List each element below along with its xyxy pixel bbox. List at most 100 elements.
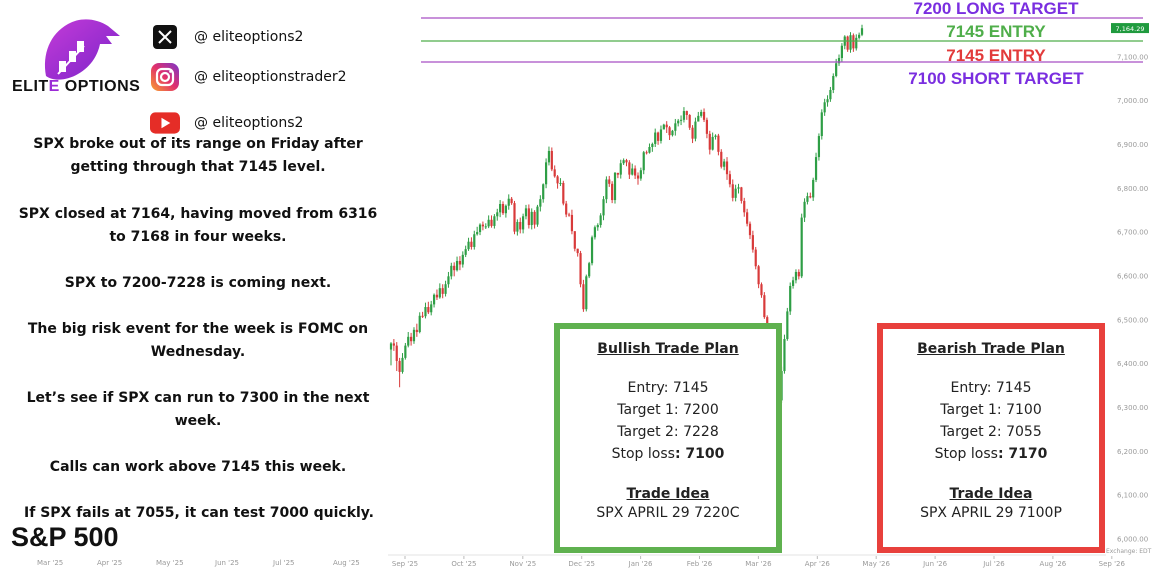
candle-body — [579, 253, 582, 285]
candle-body — [407, 336, 410, 346]
x-tick-label: Sep '26 — [1099, 560, 1126, 568]
bearish-target-2: Target 2: 7055 — [940, 424, 1042, 440]
candle-body — [631, 168, 634, 175]
candle-body — [622, 160, 625, 164]
candle-body — [395, 345, 398, 361]
elite-options-eagle-logo — [44, 19, 121, 80]
candle-body — [662, 124, 665, 130]
candle-body — [757, 266, 760, 285]
candle-body — [734, 188, 737, 198]
candle-body — [852, 35, 855, 49]
commentary-target: SPX to 7200-7228 is coming next. — [64, 275, 332, 291]
candle-body — [634, 168, 637, 176]
social-youtube[interactable]: @ eliteoptions2 — [150, 110, 303, 136]
candle-body — [487, 219, 490, 227]
x-tick-label: Aug '26 — [1040, 560, 1067, 568]
commentary-calls: Calls can work above 7145 this week. — [49, 459, 347, 475]
candle-body — [524, 208, 528, 217]
candle-body — [786, 311, 789, 340]
last-price-label: 7,164.29 — [1116, 25, 1145, 33]
y-tick-label: 6,300.00 — [1117, 404, 1148, 412]
candle-body — [705, 119, 709, 134]
x-icon — [150, 24, 180, 50]
candle-body — [702, 111, 706, 120]
candle-body — [441, 288, 444, 294]
candle-body — [717, 135, 720, 152]
candle-body — [467, 241, 470, 250]
y-tick-label: 6,000.00 — [1117, 536, 1148, 544]
candle-body — [674, 123, 677, 131]
candle-body — [392, 343, 395, 346]
candle-body — [679, 119, 683, 121]
candle-body — [476, 232, 479, 235]
mini-axis-label: Jul '25 — [273, 559, 295, 567]
level-label: 7145 ENTRY — [946, 22, 1046, 41]
social-x[interactable]: @ eliteoptions2 — [150, 24, 303, 50]
candle-body — [599, 215, 602, 226]
candle-body — [688, 115, 691, 128]
x-tick-label: Dec '25 — [568, 560, 595, 568]
candle-body — [461, 254, 464, 265]
candle-body — [855, 37, 858, 49]
candle-body — [588, 263, 591, 277]
candle-body — [817, 136, 821, 158]
y-tick-label: 6,400.00 — [1117, 360, 1148, 368]
candle-body — [711, 136, 714, 150]
candle-body — [812, 179, 815, 198]
candle-body — [708, 133, 711, 150]
candle-body — [490, 219, 493, 226]
y-tick-label: 6,600.00 — [1117, 272, 1148, 280]
candle-body — [398, 360, 401, 372]
candle-body — [447, 276, 450, 285]
candle-body — [677, 120, 680, 124]
x-tick-label: Jan '26 — [628, 560, 653, 568]
candle-body — [791, 280, 795, 286]
mini-axis-label: Jun '25 — [215, 559, 239, 567]
candle-body — [858, 34, 861, 38]
candle-body — [820, 112, 823, 137]
candle-body — [685, 111, 688, 116]
x-tick-label: Oct '25 — [451, 560, 476, 568]
candle-body — [501, 204, 505, 214]
candle-body — [809, 196, 812, 198]
last-price-tag — [1111, 23, 1149, 34]
candle-body — [519, 221, 522, 230]
candle-body — [656, 132, 660, 141]
candle-body — [835, 63, 838, 76]
candle-body — [401, 357, 404, 372]
candle-body — [585, 276, 588, 310]
candle-body — [694, 121, 697, 139]
candle-body — [547, 150, 551, 163]
candle-body — [590, 237, 594, 264]
candle-body — [648, 147, 651, 153]
candle-body — [826, 99, 829, 103]
brand-name: ELITE OPTIONS — [12, 78, 141, 95]
x-tick-label: Jul '26 — [982, 560, 1005, 568]
y-tick-label: 6,800.00 — [1117, 185, 1148, 193]
bullish-entry: Entry: 7145 — [627, 380, 709, 396]
candle-body — [573, 231, 576, 249]
social-instagram[interactable]: @ eliteoptionstrader2 — [150, 63, 347, 91]
candle-body — [636, 175, 640, 179]
candle-body — [464, 249, 467, 255]
x-tick-label: Sep '25 — [392, 560, 418, 568]
candle-body — [849, 35, 852, 50]
candle-body — [453, 265, 456, 271]
instagram-icon — [150, 63, 180, 91]
candle-body — [619, 163, 622, 175]
bullish-target-1: Target 1: 7200 — [617, 402, 719, 418]
y-tick-label: 6,200.00 — [1117, 448, 1148, 456]
candle-body — [723, 161, 726, 167]
mini-axis-label: May '25 — [156, 559, 184, 567]
candle-body — [499, 204, 502, 213]
candle-body — [763, 295, 766, 318]
candle-body — [731, 184, 734, 198]
x-tick-label: Feb '26 — [687, 560, 713, 568]
candle-body — [639, 170, 642, 179]
candle-body — [536, 206, 539, 225]
candle-body — [504, 205, 507, 214]
candle-body — [803, 201, 806, 218]
candle-body — [800, 217, 803, 277]
candle-body — [404, 345, 407, 358]
candle-body — [846, 36, 849, 50]
